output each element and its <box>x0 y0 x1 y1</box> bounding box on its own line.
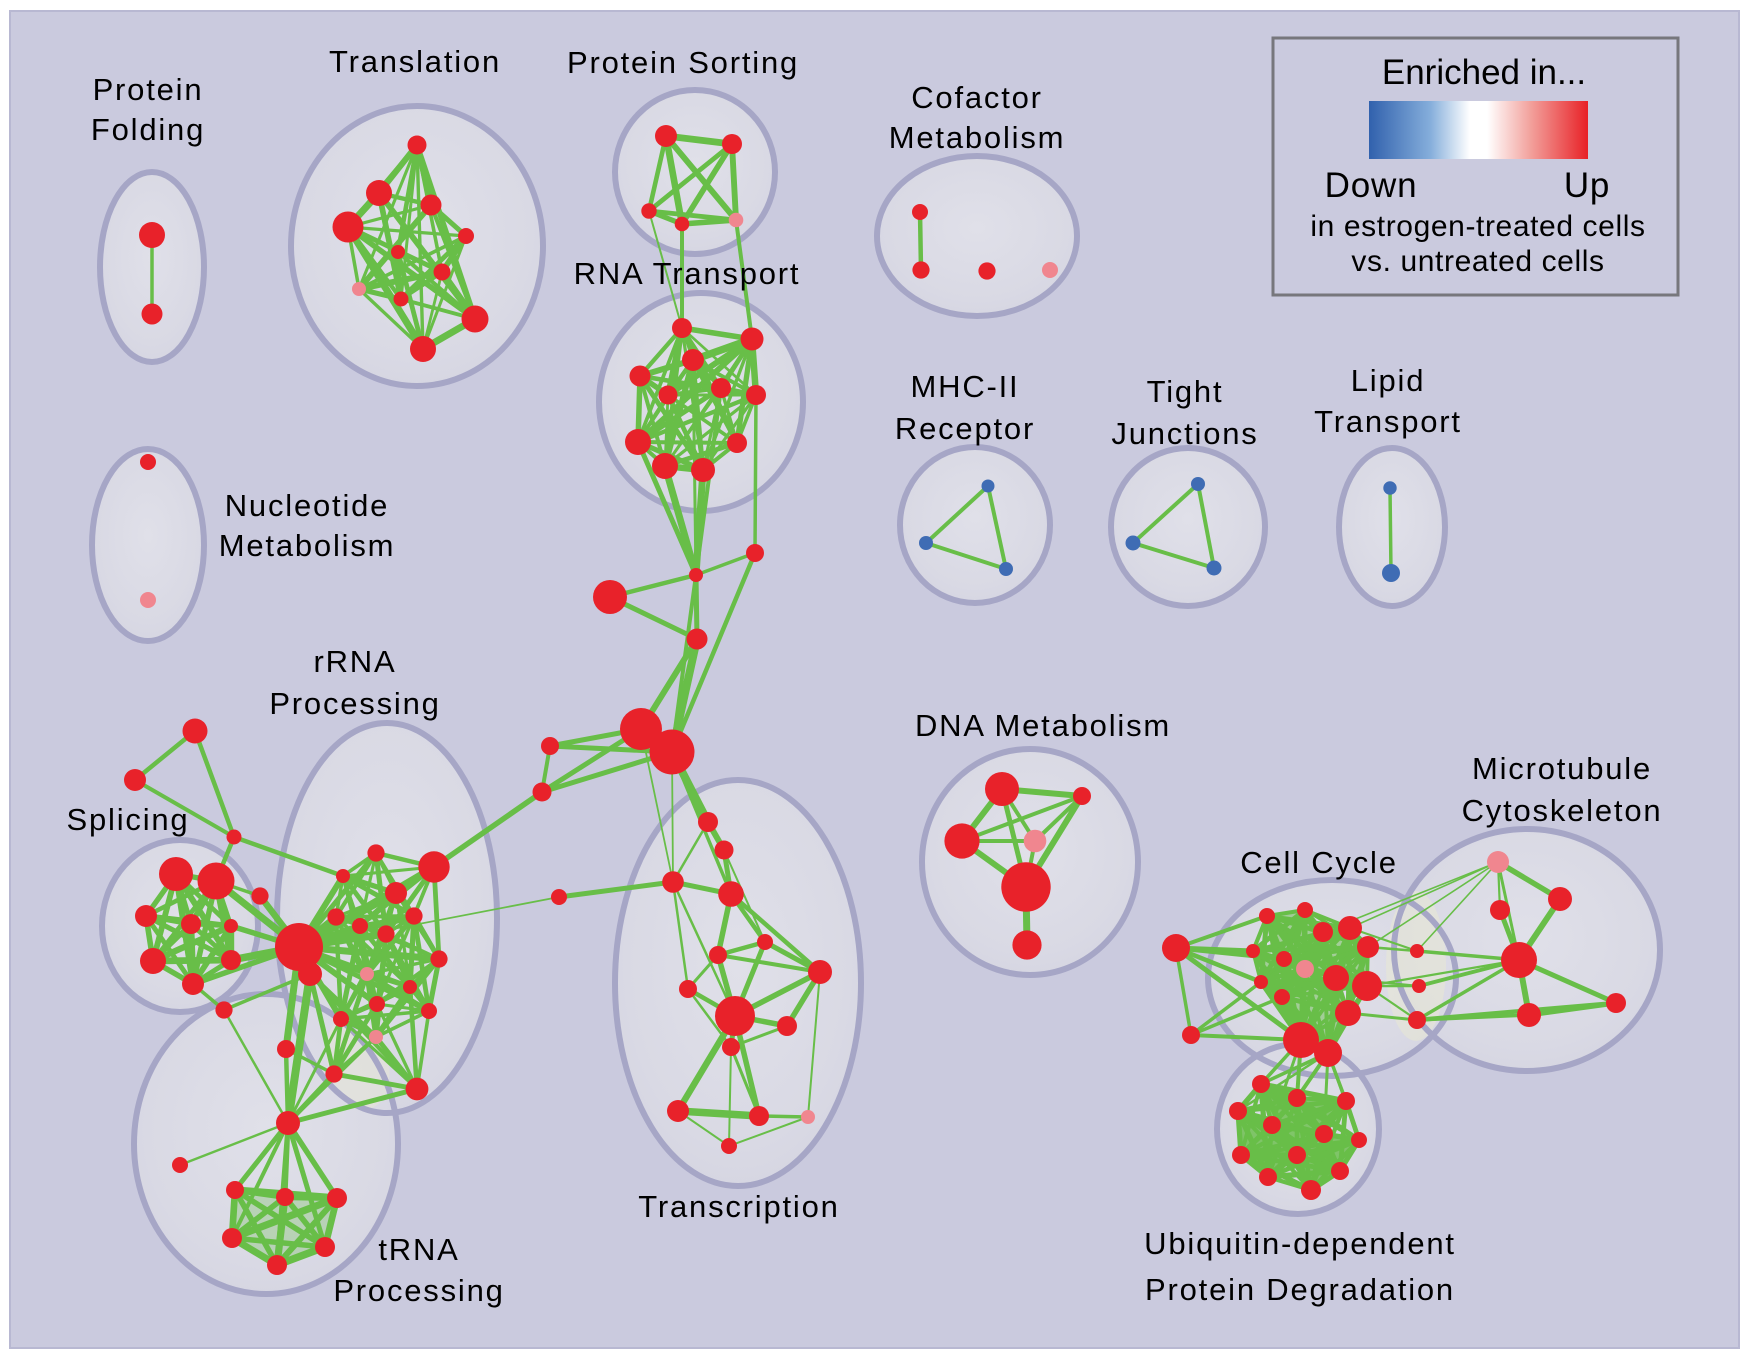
svg-text:Cytoskeleton: Cytoskeleton <box>1462 793 1663 828</box>
svg-text:in estrogen-treated cells: in estrogen-treated cells <box>1310 210 1645 243</box>
svg-text:Microtubule: Microtubule <box>1472 751 1652 786</box>
svg-text:Metabolism: Metabolism <box>889 120 1066 155</box>
svg-text:Ubiquitin-dependent: Ubiquitin-dependent <box>1144 1226 1456 1261</box>
svg-text:Tight: Tight <box>1147 374 1224 409</box>
svg-text:Processing: Processing <box>333 1273 504 1308</box>
svg-text:Folding: Folding <box>91 112 205 147</box>
svg-text:Lipid: Lipid <box>1351 363 1426 398</box>
svg-text:Transcription: Transcription <box>638 1189 839 1224</box>
svg-text:Protein: Protein <box>93 72 204 107</box>
svg-text:tRNA: tRNA <box>378 1232 459 1267</box>
svg-text:Processing: Processing <box>269 686 440 721</box>
svg-text:Cofactor: Cofactor <box>911 80 1043 115</box>
svg-text:Junctions: Junctions <box>1111 416 1258 451</box>
svg-text:Protein Sorting: Protein Sorting <box>567 45 799 80</box>
svg-text:rRNA: rRNA <box>314 644 397 679</box>
svg-text:DNA Metabolism: DNA Metabolism <box>915 708 1171 743</box>
svg-text:MHC-II: MHC-II <box>911 369 1020 404</box>
svg-text:Protein Degradation: Protein Degradation <box>1145 1272 1455 1307</box>
svg-text:Down: Down <box>1325 166 1418 205</box>
svg-text:Nucleotide: Nucleotide <box>225 488 389 523</box>
svg-text:Enriched in...: Enriched in... <box>1382 53 1586 92</box>
svg-text:Cell Cycle: Cell Cycle <box>1240 845 1398 880</box>
svg-text:vs. untreated cells: vs. untreated cells <box>1351 245 1604 278</box>
svg-text:Receptor: Receptor <box>895 411 1035 446</box>
svg-text:RNA Transport: RNA Transport <box>574 256 801 291</box>
svg-text:Metabolism: Metabolism <box>219 528 396 563</box>
svg-text:Translation: Translation <box>329 44 501 79</box>
svg-text:Transport: Transport <box>1314 404 1462 439</box>
svg-text:Splicing: Splicing <box>67 802 190 837</box>
svg-text:Up: Up <box>1564 166 1610 205</box>
